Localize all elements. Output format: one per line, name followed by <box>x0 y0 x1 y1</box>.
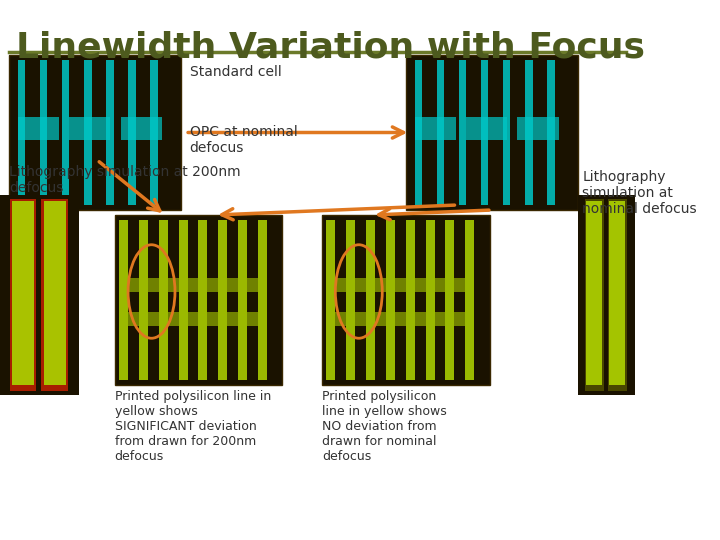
FancyBboxPatch shape <box>366 220 375 380</box>
FancyBboxPatch shape <box>434 312 446 326</box>
FancyBboxPatch shape <box>436 60 444 205</box>
FancyBboxPatch shape <box>106 60 114 205</box>
FancyBboxPatch shape <box>395 312 406 326</box>
FancyBboxPatch shape <box>586 201 603 385</box>
FancyBboxPatch shape <box>148 278 159 292</box>
FancyBboxPatch shape <box>525 60 533 205</box>
FancyBboxPatch shape <box>518 117 559 140</box>
Text: Lithography
simulation at
nominal defocus: Lithography simulation at nominal defocu… <box>582 170 697 217</box>
FancyBboxPatch shape <box>322 215 490 385</box>
FancyBboxPatch shape <box>346 220 355 380</box>
FancyBboxPatch shape <box>119 220 128 380</box>
FancyBboxPatch shape <box>415 60 422 205</box>
FancyBboxPatch shape <box>139 220 148 380</box>
FancyBboxPatch shape <box>187 312 199 326</box>
FancyBboxPatch shape <box>247 278 258 292</box>
FancyBboxPatch shape <box>466 117 507 140</box>
FancyBboxPatch shape <box>44 201 66 385</box>
Text: Printed polysilicon line in
yellow shows
SIGNIFICANT deviation
from drawn for 20: Printed polysilicon line in yellow shows… <box>114 390 271 463</box>
FancyBboxPatch shape <box>18 117 59 140</box>
FancyBboxPatch shape <box>415 312 426 326</box>
FancyBboxPatch shape <box>228 278 238 292</box>
FancyBboxPatch shape <box>179 220 187 380</box>
FancyBboxPatch shape <box>375 312 386 326</box>
FancyBboxPatch shape <box>503 60 510 205</box>
FancyBboxPatch shape <box>465 220 474 380</box>
FancyBboxPatch shape <box>406 55 577 210</box>
FancyBboxPatch shape <box>375 278 386 292</box>
FancyBboxPatch shape <box>459 60 467 205</box>
FancyBboxPatch shape <box>159 220 168 380</box>
FancyBboxPatch shape <box>326 220 336 380</box>
FancyBboxPatch shape <box>207 278 218 292</box>
Text: Standard cell: Standard cell <box>189 65 282 79</box>
FancyBboxPatch shape <box>609 201 625 385</box>
FancyBboxPatch shape <box>9 55 181 210</box>
FancyBboxPatch shape <box>120 117 162 140</box>
FancyBboxPatch shape <box>454 312 465 326</box>
Text: Lithography simulation at 200nm
defocus: Lithography simulation at 200nm defocus <box>9 165 240 195</box>
FancyBboxPatch shape <box>128 60 135 205</box>
FancyBboxPatch shape <box>406 220 415 380</box>
FancyBboxPatch shape <box>18 60 25 205</box>
FancyBboxPatch shape <box>415 117 456 140</box>
Text: Linewidth Variation with Focus: Linewidth Variation with Focus <box>16 30 645 64</box>
FancyBboxPatch shape <box>168 312 179 326</box>
FancyBboxPatch shape <box>207 312 218 326</box>
FancyBboxPatch shape <box>547 60 554 205</box>
FancyBboxPatch shape <box>336 278 346 292</box>
FancyBboxPatch shape <box>355 278 366 292</box>
FancyBboxPatch shape <box>40 60 48 205</box>
FancyBboxPatch shape <box>258 220 267 380</box>
FancyBboxPatch shape <box>199 220 207 380</box>
FancyBboxPatch shape <box>9 199 36 391</box>
FancyBboxPatch shape <box>84 60 91 205</box>
FancyBboxPatch shape <box>0 195 79 395</box>
FancyBboxPatch shape <box>395 278 406 292</box>
FancyBboxPatch shape <box>128 278 139 292</box>
FancyBboxPatch shape <box>585 199 604 391</box>
FancyBboxPatch shape <box>426 220 434 380</box>
FancyBboxPatch shape <box>42 199 68 391</box>
FancyBboxPatch shape <box>336 312 346 326</box>
FancyBboxPatch shape <box>446 220 454 380</box>
FancyBboxPatch shape <box>608 199 627 391</box>
FancyBboxPatch shape <box>355 312 366 326</box>
FancyBboxPatch shape <box>577 195 635 395</box>
FancyBboxPatch shape <box>247 312 258 326</box>
FancyBboxPatch shape <box>150 60 158 205</box>
FancyBboxPatch shape <box>12 201 34 385</box>
FancyBboxPatch shape <box>187 278 199 292</box>
FancyBboxPatch shape <box>168 278 179 292</box>
FancyBboxPatch shape <box>454 278 465 292</box>
FancyBboxPatch shape <box>386 220 395 380</box>
FancyBboxPatch shape <box>62 60 69 205</box>
FancyBboxPatch shape <box>218 220 228 380</box>
FancyBboxPatch shape <box>434 278 446 292</box>
FancyBboxPatch shape <box>148 312 159 326</box>
Text: OPC at nominal
defocus: OPC at nominal defocus <box>189 125 297 155</box>
FancyBboxPatch shape <box>238 220 247 380</box>
FancyBboxPatch shape <box>69 117 110 140</box>
FancyBboxPatch shape <box>415 278 426 292</box>
FancyBboxPatch shape <box>481 60 488 205</box>
FancyBboxPatch shape <box>228 312 238 326</box>
Text: Printed polysilicon
line in yellow shows
NO deviation from
drawn for nominal
def: Printed polysilicon line in yellow shows… <box>322 390 446 463</box>
FancyBboxPatch shape <box>128 312 139 326</box>
FancyBboxPatch shape <box>114 215 282 385</box>
